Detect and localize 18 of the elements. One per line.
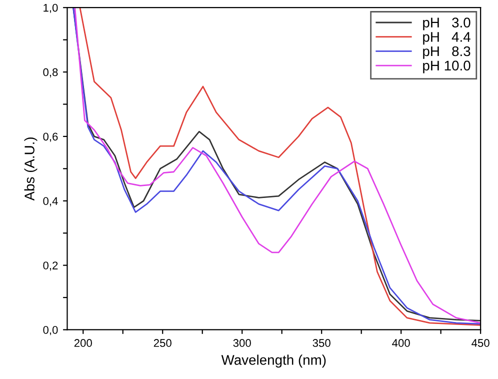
y-tick-label: 0,8 <box>43 68 58 78</box>
x-tick-label: 450 <box>472 339 490 347</box>
legend-label: pH 3.0 <box>423 18 470 30</box>
y-axis-title: Abs (A.U.) <box>24 137 38 201</box>
x-tick-label: 250 <box>154 339 172 347</box>
x-axis-title: Wavelength (nm) <box>221 354 326 368</box>
legend-label: pH 8.3 <box>423 46 470 59</box>
y-tick-label: 1,0 <box>44 4 58 14</box>
y-tick-label: 0,6 <box>43 132 58 142</box>
x-tick-label: 350 <box>312 339 330 347</box>
legend-label: pH 4.4 <box>423 32 470 45</box>
x-tick-label: 200 <box>74 339 92 347</box>
y-tick-label: 0,4 <box>43 197 58 206</box>
y-tick-label: 0,0 <box>43 326 58 336</box>
y-tick-label: 0,2 <box>43 262 58 271</box>
x-tick-label: 300 <box>233 339 251 347</box>
x-tick-label: 400 <box>392 339 410 347</box>
legend-label: pH 10.0 <box>423 60 470 74</box>
